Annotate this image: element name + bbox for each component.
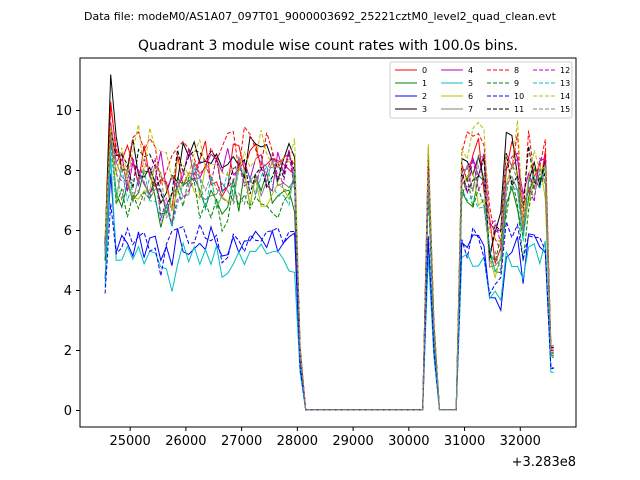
y-tick-label-0: 0 [64, 404, 72, 419]
legend-label-6: 6 [468, 92, 473, 101]
axis-ticks: 25000 26000 27000 28000 29000 30000 31000 32000… [55, 104, 540, 449]
data-file-caption: Data file: modeM0/AS1A07_097T01_90000036… [84, 10, 557, 23]
legend-label-5: 5 [468, 79, 473, 88]
series-line-10 [104, 203, 554, 411]
legend-label-3: 3 [422, 105, 427, 114]
legend-label-14: 14 [560, 92, 570, 101]
chart-title: Quadrant 3 module wise count rates with … [138, 38, 518, 54]
x-tick-label-7: 32000 [500, 434, 541, 449]
y-tick-label-3: 6 [64, 224, 72, 239]
legend-label-4: 4 [468, 66, 473, 75]
x-tick-label-4: 29000 [332, 434, 373, 449]
legend-label-9: 9 [514, 79, 519, 88]
series-line-0 [104, 101, 554, 411]
y-tick-label-2: 4 [64, 284, 72, 299]
series-lines [104, 74, 554, 411]
x-tick-label-2: 27000 [221, 434, 262, 449]
legend-label-2: 2 [422, 92, 427, 101]
x-tick-label-3: 28000 [277, 434, 318, 449]
legend-label-13: 13 [560, 79, 570, 88]
x-offset-label: +3.283e8 [512, 455, 576, 470]
legend-label-0: 0 [422, 66, 427, 75]
legend-label-1: 1 [422, 79, 427, 88]
legend-label-15: 15 [560, 105, 570, 114]
plot-frame [79, 57, 577, 428]
legend-label-7: 7 [468, 105, 473, 114]
series-line-13 [104, 146, 554, 411]
x-tick-label-5: 30000 [388, 434, 429, 449]
legend-label-8: 8 [514, 66, 519, 75]
series-line-15 [104, 134, 554, 411]
series-line-8 [104, 107, 554, 411]
y-tick-label-5: 10 [55, 104, 72, 119]
x-tick-label-0: 25000 [109, 434, 150, 449]
legend-label-10: 10 [514, 92, 524, 101]
y-tick-label-4: 8 [64, 164, 72, 179]
x-tick-label-6: 31000 [444, 434, 485, 449]
legend-label-12: 12 [560, 66, 570, 75]
legend-box [389, 61, 573, 119]
series-line-3 [104, 74, 554, 411]
legend-label-11: 11 [514, 105, 524, 114]
x-tick-label-1: 26000 [165, 434, 206, 449]
y-tick-label-1: 2 [64, 344, 72, 359]
